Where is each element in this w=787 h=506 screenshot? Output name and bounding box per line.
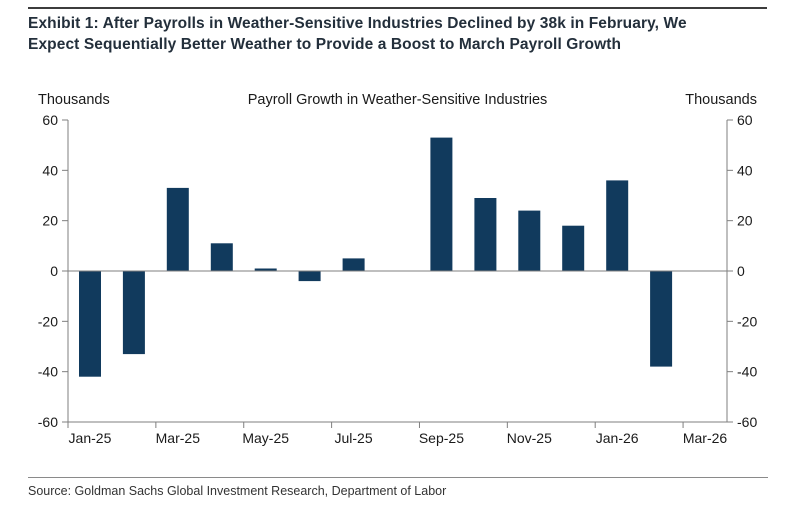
y-tick-label-right--20: -20 [737,313,757,329]
y-tick-label-left-20: 20 [42,213,58,229]
bar-Jul-25 [342,258,365,271]
y-tick-label-left--60: -60 [38,414,58,430]
bar-Feb-25 [122,271,145,355]
y-tick-label-right-40: 40 [737,162,753,178]
y-tick-label-right-0: 0 [737,263,745,279]
y-axis-right-ticks: 60 40 20 0 -20 -40 -60 [727,112,757,430]
source-text: Source: Goldman Sachs Global Investment … [28,484,447,498]
x-tick-label-Mar-26: Mar-26 [683,430,728,446]
x-tick-label-Mar-25: Mar-25 [156,430,201,446]
y-tick-label-right--40: -40 [737,364,757,380]
y-tick-label-right-60: 60 [737,112,753,128]
source-divider [28,477,768,478]
right-axis-units-label: Thousands [685,92,757,108]
x-tick-label-Nov-25: Nov-25 [507,430,552,446]
y-tick-label-left-60: 60 [42,112,58,128]
bar-Jan-25 [79,271,101,377]
y-axis-left-ticks: 60 40 20 0 -20 -40 -60 [38,112,68,430]
chart-title: Payroll Growth in Weather-Sensitive Indu… [248,92,548,108]
x-tick-label-Jul-25: Jul-25 [334,430,372,446]
y-tick-label-left-40: 40 [42,162,58,178]
bar-Feb-26 [650,271,673,367]
bar-Jan-26 [606,180,629,271]
bar-Nov-25 [518,210,541,271]
bars-series [79,137,673,377]
bar-Apr-25 [210,243,233,271]
bar-Dec-25 [562,225,585,271]
y-tick-label-right--60: -60 [737,414,757,430]
bar-Mar-25 [166,187,189,271]
bar-Sep-25 [430,137,453,271]
y-tick-label-right-20: 20 [737,213,753,229]
exhibit-title-line-1: Exhibit 1: After Payrolls in Weather-Sen… [28,15,687,32]
exhibit-title: Exhibit 1: After Payrolls in Weather-Sen… [28,13,773,55]
exhibit-title-line-2: Expect Sequentially Better Weather to Pr… [28,36,622,53]
bar-May-25 [254,268,277,271]
x-tick-label-May-25: May-25 [242,430,289,446]
x-axis-ticks: Jan-25 Mar-25 May-25 Jul-25 Sep-25 Nov-25 Jan-… [67,422,728,446]
x-tick-label-Jan-25: Jan-25 [69,430,112,446]
y-tick-label-left--40: -40 [38,364,58,380]
bar-Oct-25 [474,198,497,271]
payroll-chart: Payroll Growth in Weather-Sensitive Indu… [38,92,758,446]
x-tick-label-Sep-25: Sep-25 [419,430,464,446]
bar-Jun-25 [298,271,321,282]
y-tick-label-left--20: -20 [38,313,58,329]
left-axis-units-label: Thousands [38,92,110,108]
x-tick-label-Jan-26: Jan-26 [596,430,639,446]
axes [67,120,728,423]
y-tick-label-left-0: 0 [50,263,58,279]
top-divider [28,7,767,9]
